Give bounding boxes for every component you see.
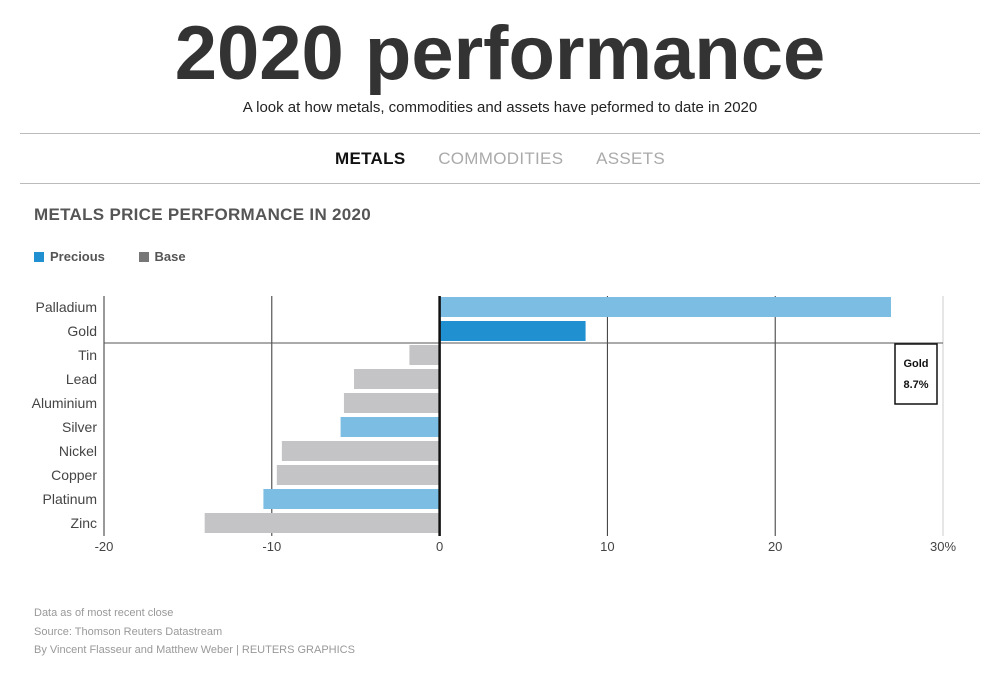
tooltip: Gold 8.7% — [894, 343, 938, 405]
x-tick-label-1: -10 — [262, 539, 281, 554]
footer-note: Data as of most recent close — [34, 607, 174, 619]
bar-platinum — [263, 489, 440, 509]
x-tick-label-5: 30% — [930, 539, 956, 554]
bar-label-nickel: Nickel — [59, 443, 97, 459]
bar-aluminium — [343, 393, 440, 413]
bar-label-silver: Silver — [62, 419, 97, 435]
bar-label-platinum: Platinum — [43, 491, 97, 507]
tooltip-name: Gold — [903, 358, 928, 370]
bar-label-aluminium: Aluminium — [32, 395, 97, 411]
legend-item-base: Base — [138, 249, 186, 264]
legend-label-base: Base — [154, 249, 186, 264]
page-title: 2020 performance — [174, 11, 826, 96]
chart-legend: Precious Base — [34, 249, 216, 264]
bar-gold — [439, 321, 586, 341]
legend-swatch-base — [138, 252, 149, 262]
bar-label-zinc: Zinc — [71, 515, 97, 531]
page-subtitle: A look at how metals, commodities and as… — [242, 99, 758, 116]
legend-item-precious: Precious — [34, 249, 105, 264]
bar-label-copper: Copper — [51, 467, 97, 483]
bar-label-lead: Lead — [66, 371, 97, 387]
x-tick-label-0: -20 — [95, 539, 114, 554]
bottom-divider — [20, 183, 980, 184]
metals-bar-chart: Palladium Gold Tin Lead Aluminium Silver Nicke… — [32, 296, 956, 554]
legend-swatch-precious — [34, 252, 44, 262]
bar-palladium — [439, 297, 891, 317]
tooltip-value: 8.7% — [903, 379, 928, 391]
tooltip-box — [894, 343, 938, 405]
x-tick-label-3: 10 — [600, 539, 614, 554]
bar-label-tin: Tin — [78, 347, 97, 363]
x-tick-label-4: 20 — [768, 539, 782, 554]
bar-silver — [340, 417, 440, 437]
tab-metals[interactable]: METALS — [335, 149, 406, 168]
tab-assets[interactable]: ASSETS — [596, 149, 665, 168]
chart-title: METALS PRICE PERFORMANCE IN 2020 — [34, 205, 372, 224]
bar-label-gold: Gold — [67, 323, 97, 339]
bar-label-palladium: Palladium — [36, 299, 97, 315]
bar-nickel — [281, 441, 440, 461]
bar-zinc — [204, 513, 440, 533]
footer-source: Source: Thomson Reuters Datastream — [34, 626, 223, 638]
bar-copper — [276, 465, 440, 485]
footer-credit: By Vincent Flasseur and Matthew Weber | … — [34, 644, 355, 656]
bar-lead — [354, 369, 440, 389]
tab-bar: METALS COMMODITIES ASSETS — [0, 149, 1000, 169]
bar-tin — [409, 345, 440, 365]
legend-label-precious: Precious — [50, 249, 105, 264]
top-divider — [20, 133, 980, 134]
tab-commodities[interactable]: COMMODITIES — [438, 149, 564, 168]
x-tick-label-2: 0 — [436, 539, 443, 554]
